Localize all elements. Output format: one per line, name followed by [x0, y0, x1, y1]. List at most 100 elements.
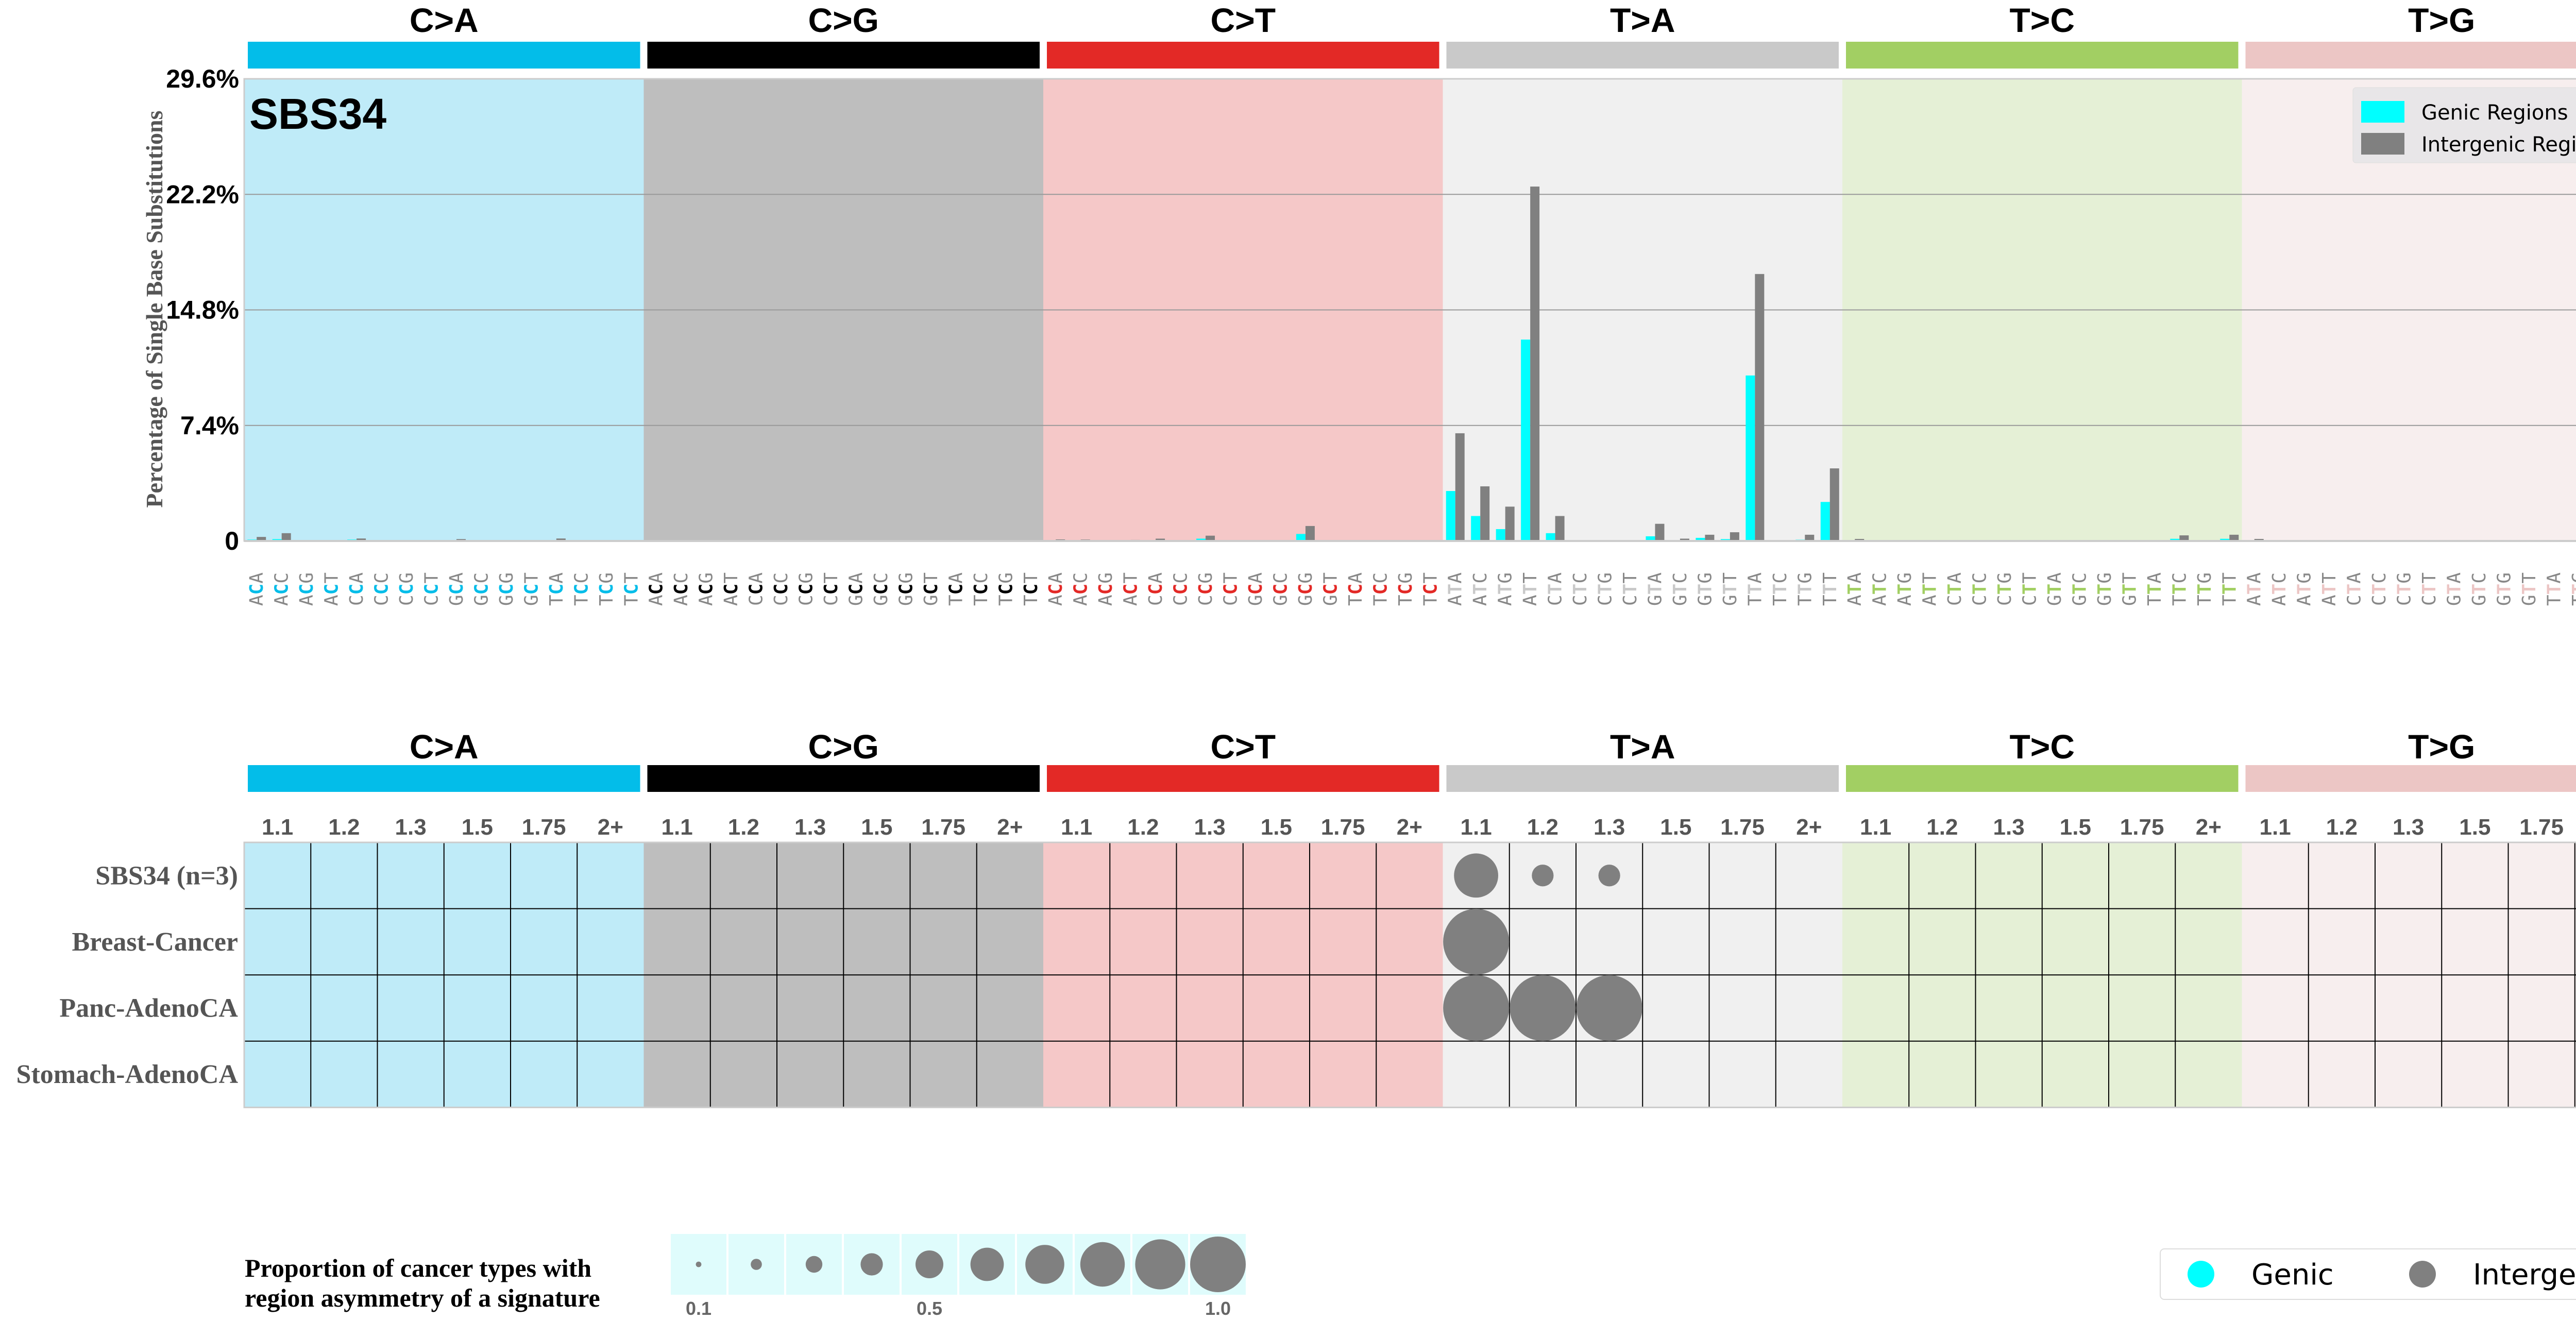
legend-label-genic: Genic Regions [2421, 101, 2568, 125]
group-header-bar [1846, 42, 2239, 69]
context-label: TCT [1420, 572, 1441, 606]
group-header-label: T>G [2408, 727, 2475, 766]
context-label: GCC [471, 572, 492, 606]
bar-genic [2220, 538, 2230, 541]
column-label: 1.75 [2519, 815, 2564, 840]
region-legend-intergenic: Intergenic [2473, 1258, 2576, 1292]
context-label: TCC [971, 572, 992, 606]
bar-intergenic [1206, 535, 1215, 541]
bar-legend: Genic Regions Intergenic Regions [2352, 87, 2576, 163]
region-legend: Genic Intergenic [2160, 1248, 2576, 1300]
group-header-label: T>A [1610, 727, 1675, 766]
context-label: ACT [1121, 572, 1142, 606]
context-label: GCA [446, 572, 467, 606]
group-header-bar [2245, 42, 2576, 69]
asymmetry-dot [1443, 908, 1510, 975]
bar-genic [1745, 375, 1755, 541]
group-header-label: C>T [1210, 727, 1276, 766]
context-label: TTT [2219, 572, 2240, 606]
context-label: GTA [2044, 572, 2065, 606]
bar-intergenic [1156, 538, 1165, 541]
context-label: GTT [2519, 572, 2540, 606]
context-label: GCA [1245, 572, 1266, 606]
y-tick-label: 0 [225, 527, 239, 555]
context-label: CCT [1221, 572, 1242, 606]
context-label: TCA [945, 572, 967, 606]
size-legend-dot [916, 1250, 943, 1278]
context-label: TCA [546, 572, 567, 606]
context-label: CTA [1944, 572, 1965, 606]
context-label: CCT [421, 572, 443, 606]
group-header-label: T>A [1610, 1, 1675, 39]
context-label: ATC [2269, 572, 2290, 606]
group-header-bar [2245, 765, 2576, 792]
column-label: 1.3 [1194, 815, 1226, 840]
context-label: TTA [2144, 572, 2165, 606]
context-label: TCA [1345, 572, 1366, 606]
column-label: 1.1 [262, 815, 293, 840]
dot-matrix: C>A 1.1 1.2 1.3 1.5 1.75 2+ C>G 1.1 1.2 1.3 1.5 1.75… [16, 727, 2576, 1108]
bar-intergenic [1829, 468, 1839, 541]
context-label: ATA [1844, 572, 1866, 606]
bar-genic [1196, 538, 1206, 541]
column-label: 2+ [997, 815, 1023, 840]
column-label: 1.5 [1261, 815, 1292, 840]
column-label: 1.2 [1127, 815, 1159, 840]
context-label: GCC [871, 572, 892, 606]
context-label: TCG [995, 572, 1016, 606]
size-legend-tick: 1.0 [1205, 1298, 1231, 1319]
context-label: CTC [1570, 572, 1591, 606]
context-label: ATA [2244, 572, 2265, 606]
size-legend-dot [751, 1259, 762, 1270]
context-label: ACA [246, 572, 267, 606]
column-label: 1.75 [921, 815, 965, 840]
y-tick-label: 22.2% [166, 180, 239, 209]
context-label: TCC [571, 572, 592, 606]
bar-chart: C>A C>G C>T T>A T>C T>G 0 7.4% 14.8% 22.2% 29.6% AC… [166, 1, 2576, 606]
size-legend-tick: 0.5 [917, 1298, 942, 1319]
context-label: GCC [1270, 572, 1291, 606]
group-header-bar [248, 765, 640, 792]
context-label: ACT [721, 572, 742, 606]
size-legend-dot [860, 1253, 883, 1276]
bar-genic [1471, 516, 1481, 541]
context-label: GTC [1670, 572, 1691, 606]
bar-intergenic [2229, 534, 2239, 541]
group-header-bar [647, 765, 1040, 792]
context-label: GCG [1295, 572, 1316, 606]
row-label: Panc-AdenoCA [59, 994, 238, 1023]
group-header-label: C>A [410, 727, 479, 766]
context-label: CCG [396, 572, 417, 606]
intergenic-marker-icon [2409, 1261, 2436, 1288]
column-label: 2+ [1397, 815, 1422, 840]
genic-marker-icon [2188, 1261, 2214, 1288]
column-label: 2+ [2196, 815, 2222, 840]
column-label: 1.2 [2326, 815, 2358, 840]
group-header-label: C>G [808, 1, 879, 39]
context-label: GTG [2494, 572, 2515, 606]
bar-intergenic [1805, 534, 1815, 541]
bar-genic [1696, 537, 1705, 541]
context-label: TCG [1395, 572, 1416, 606]
group-header-bar [248, 42, 640, 69]
size-legend-dot [805, 1256, 823, 1273]
column-label: 1.2 [328, 815, 360, 840]
context-label: TTT [1820, 572, 1841, 606]
asymmetry-dot [1443, 975, 1510, 1041]
asymmetry-dot [1454, 853, 1499, 898]
column-label: 1.3 [1993, 815, 2025, 840]
bar-intergenic [2179, 535, 2189, 541]
context-label: CCC [771, 572, 792, 606]
context-label: TCT [621, 572, 642, 606]
column-label: 1.1 [662, 815, 693, 840]
legend-label-intergenic: Intergenic Regions [2421, 133, 2576, 157]
context-label: CTA [2344, 572, 2365, 606]
bar-intergenic [1305, 526, 1315, 541]
group-header-label: C>A [410, 1, 479, 39]
bar-intergenic [1705, 534, 1715, 541]
legend-box [2352, 87, 2576, 163]
row-label: SBS34 (n=3) [95, 861, 238, 890]
bar-intergenic [1480, 486, 1490, 541]
asymmetry-dot [1576, 975, 1642, 1041]
context-label: ACA [646, 572, 667, 606]
